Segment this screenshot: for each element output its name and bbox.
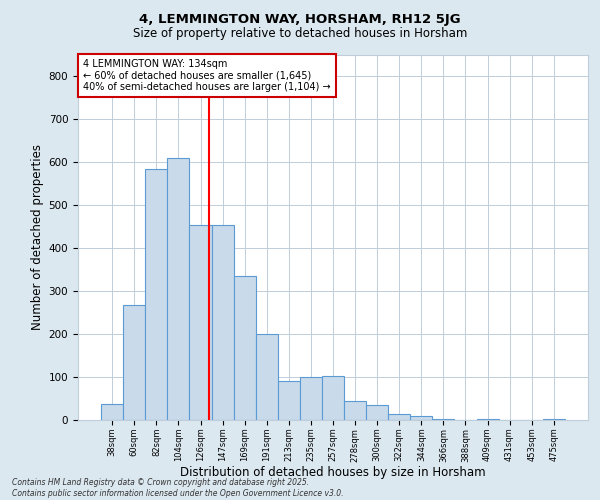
Bar — [300, 377, 322, 420]
Text: Size of property relative to detached houses in Horsham: Size of property relative to detached ho… — [133, 28, 467, 40]
Bar — [344, 400, 366, 420]
Bar — [388, 414, 410, 420]
Bar — [410, 416, 433, 420]
Bar — [543, 419, 565, 420]
Bar — [322, 376, 344, 420]
Bar — [233, 276, 256, 420]
Bar — [145, 169, 167, 420]
Y-axis label: Number of detached properties: Number of detached properties — [31, 144, 44, 330]
Bar — [101, 404, 123, 420]
Bar — [256, 334, 278, 420]
Text: Contains HM Land Registry data © Crown copyright and database right 2025.
Contai: Contains HM Land Registry data © Crown c… — [12, 478, 343, 498]
Bar — [366, 405, 388, 420]
Bar — [123, 305, 145, 420]
Bar — [190, 224, 212, 420]
Bar — [212, 224, 233, 420]
Bar — [278, 382, 300, 420]
Bar — [167, 158, 190, 420]
Bar — [433, 419, 454, 420]
Text: 4 LEMMINGTON WAY: 134sqm
← 60% of detached houses are smaller (1,645)
40% of sem: 4 LEMMINGTON WAY: 134sqm ← 60% of detach… — [83, 58, 331, 92]
X-axis label: Distribution of detached houses by size in Horsham: Distribution of detached houses by size … — [180, 466, 486, 479]
Bar — [476, 419, 499, 420]
Text: 4, LEMMINGTON WAY, HORSHAM, RH12 5JG: 4, LEMMINGTON WAY, HORSHAM, RH12 5JG — [139, 12, 461, 26]
